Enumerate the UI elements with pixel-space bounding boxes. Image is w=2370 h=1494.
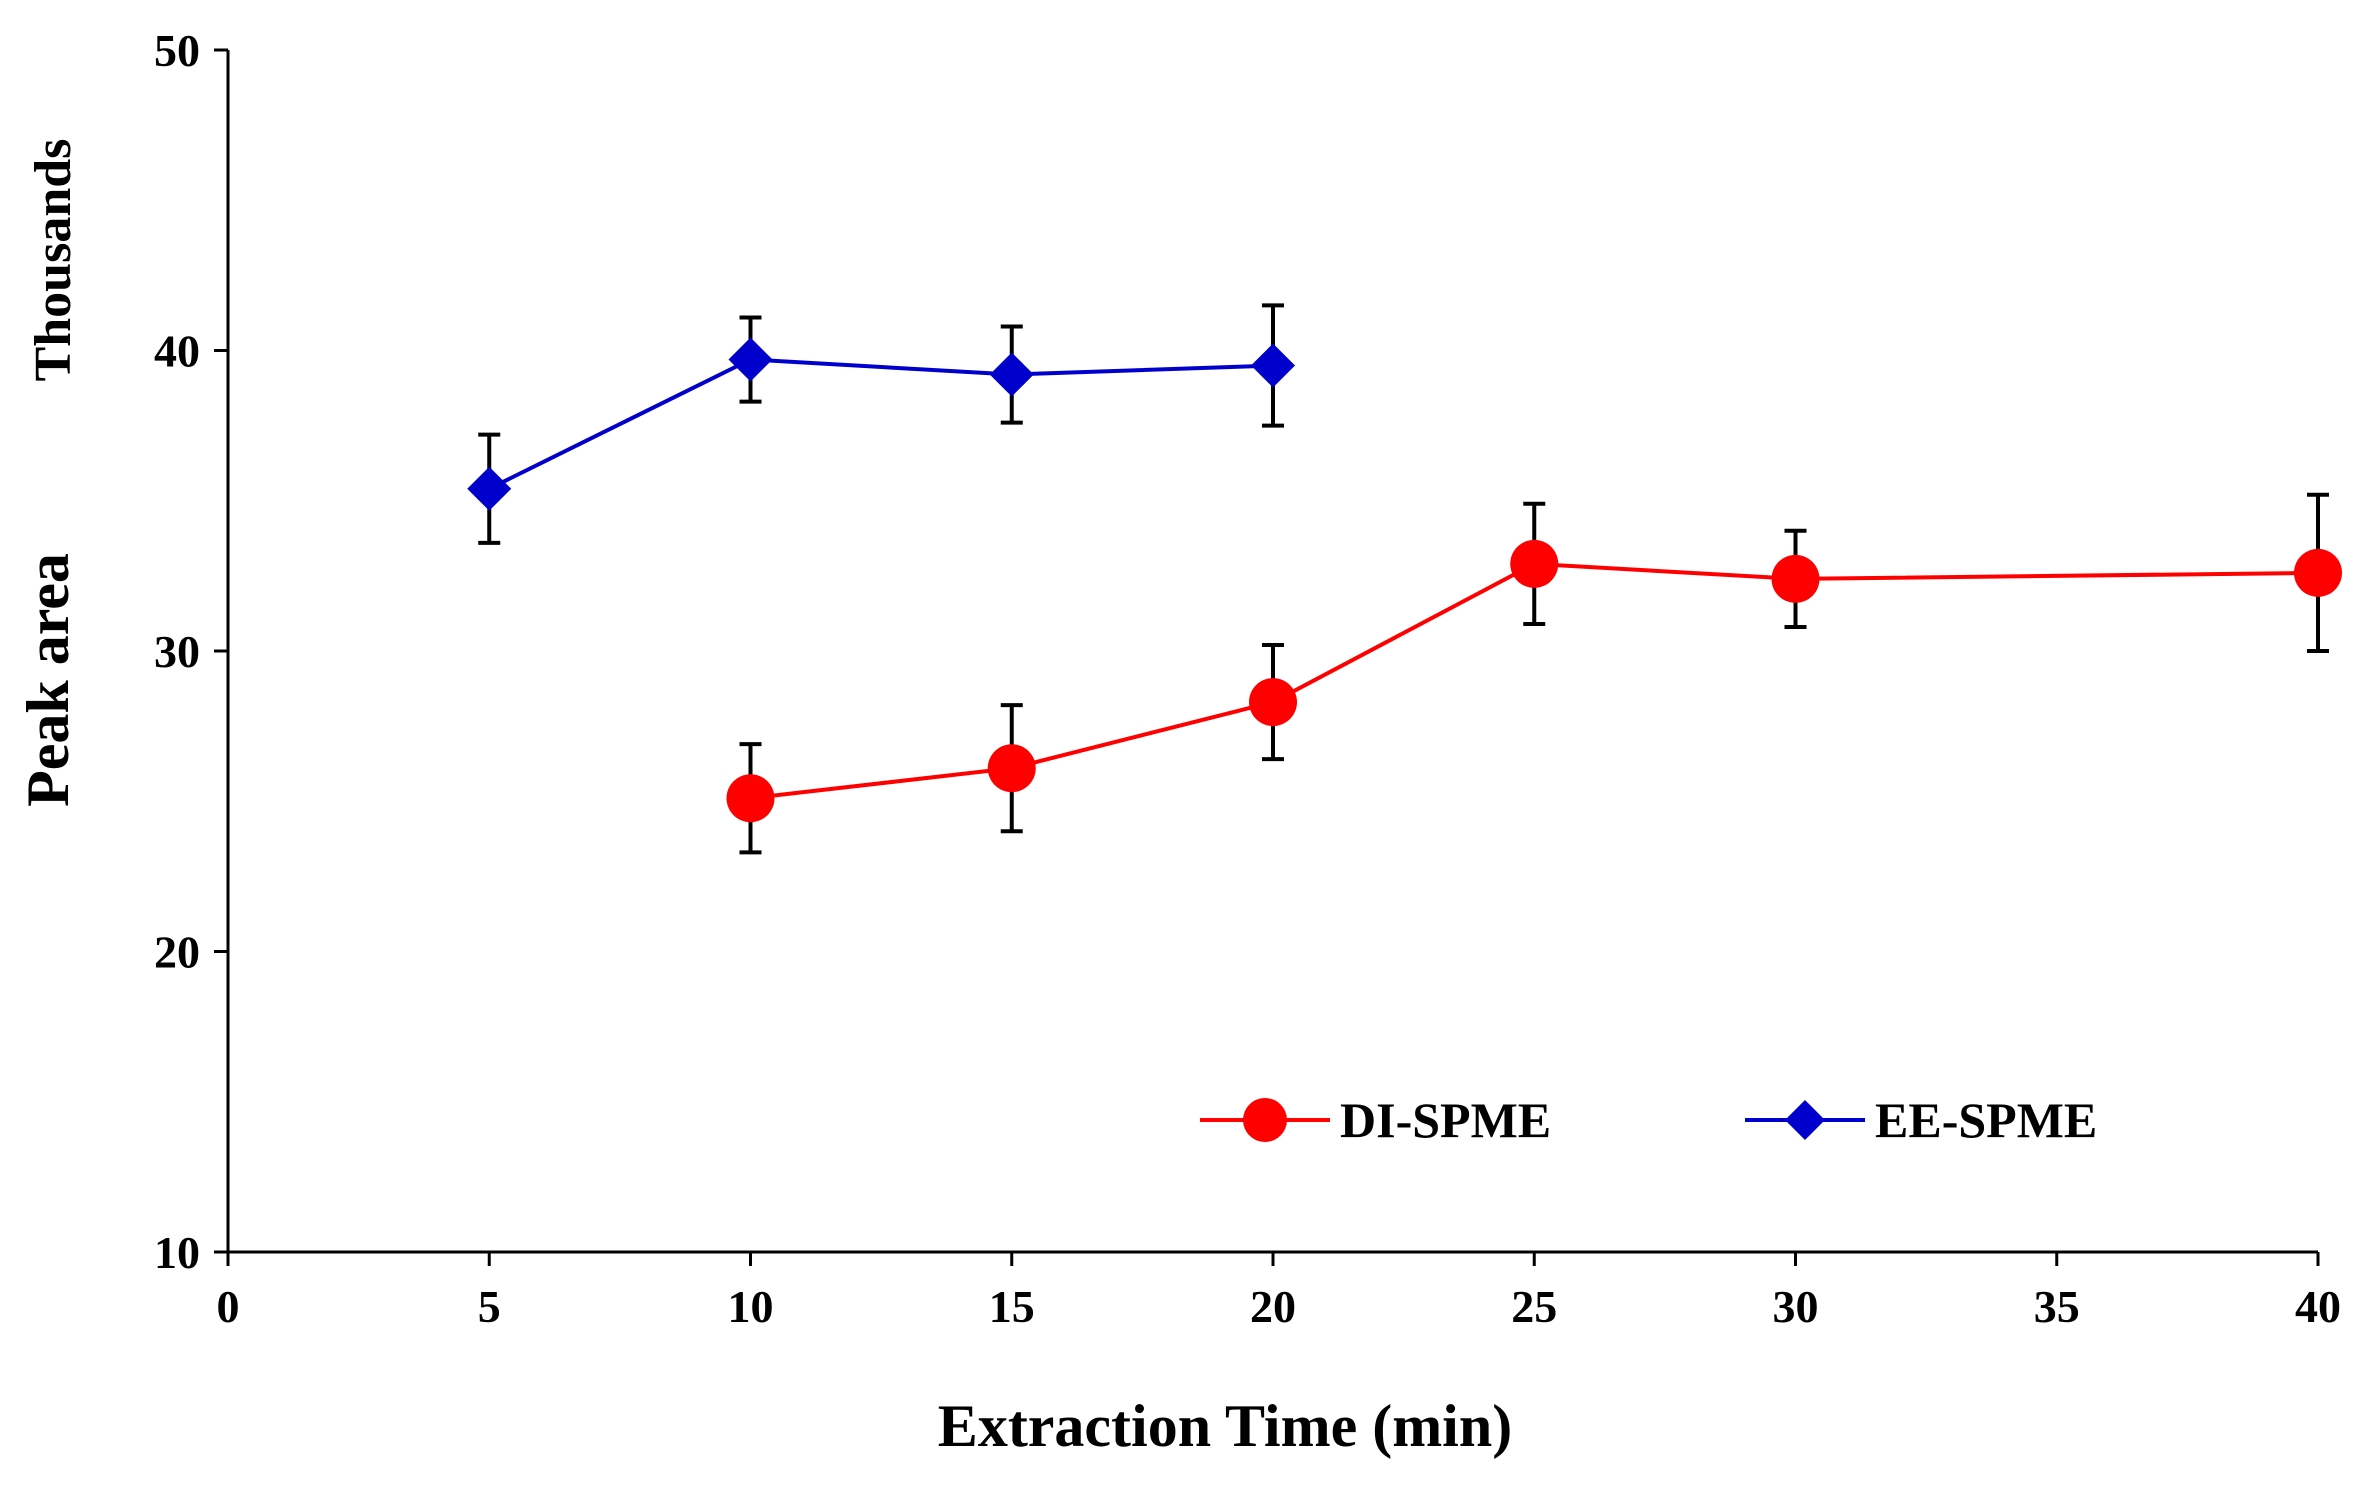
y-tick-label: 20 (154, 927, 200, 978)
x-tick-label: 40 (2295, 1281, 2341, 1332)
data-point-ee-spme (728, 337, 773, 382)
y-tick-label: 30 (154, 626, 200, 677)
x-tick-label: 5 (478, 1281, 501, 1332)
x-tick-label: 15 (989, 1281, 1035, 1332)
legend-item-di-spme: DI-SPME (1200, 1092, 1551, 1148)
y-tick-label: 10 (154, 1227, 200, 1278)
data-point-di-spme (1771, 554, 1820, 603)
series-di-spme (726, 492, 2342, 855)
legend-marker-ee-spme (1785, 1100, 1825, 1140)
data-point-di-spme (2294, 548, 2342, 597)
data-point-di-spme (1510, 539, 1559, 588)
data-point-ee-spme (467, 466, 512, 511)
y-axis-unit-label: Thousands (25, 139, 82, 382)
plot-area (467, 303, 2342, 855)
x-tick-label: 20 (1250, 1281, 1296, 1332)
x-tick-label: 0 (217, 1281, 240, 1332)
x-tick-label: 30 (1773, 1281, 1819, 1332)
x-axis-title: Extraction Time (min) (938, 1393, 1512, 1459)
series-line-di-spme (750, 561, 2319, 801)
x-tick-label: 25 (1511, 1281, 1557, 1332)
data-point-di-spme (726, 774, 775, 823)
legend: DI-SPME EE-SPME (1200, 1092, 2097, 1148)
axes: 10 20 30 40 50 0 5 10 15 20 25 30 35 40 (154, 25, 2341, 1332)
y-tick-label: 40 (154, 326, 200, 377)
data-point-ee-spme (1251, 343, 1295, 388)
series-ee-spme (467, 303, 1295, 545)
data-point-di-spme (987, 744, 1036, 793)
x-tick-label: 10 (728, 1281, 774, 1332)
series-line-ee-spme (488, 357, 1274, 491)
legend-label-di-spme: DI-SPME (1340, 1092, 1551, 1148)
legend-marker-di-spme (1243, 1098, 1287, 1142)
data-point-di-spme (1249, 678, 1297, 727)
legend-label-ee-spme: EE-SPME (1875, 1092, 2097, 1148)
x-tick-label: 35 (2034, 1281, 2080, 1332)
data-point-ee-spme (989, 352, 1034, 397)
y-axis-title: Peak area (15, 553, 81, 807)
y-tick-label: 50 (154, 25, 200, 76)
legend-item-ee-spme: EE-SPME (1745, 1092, 2097, 1148)
